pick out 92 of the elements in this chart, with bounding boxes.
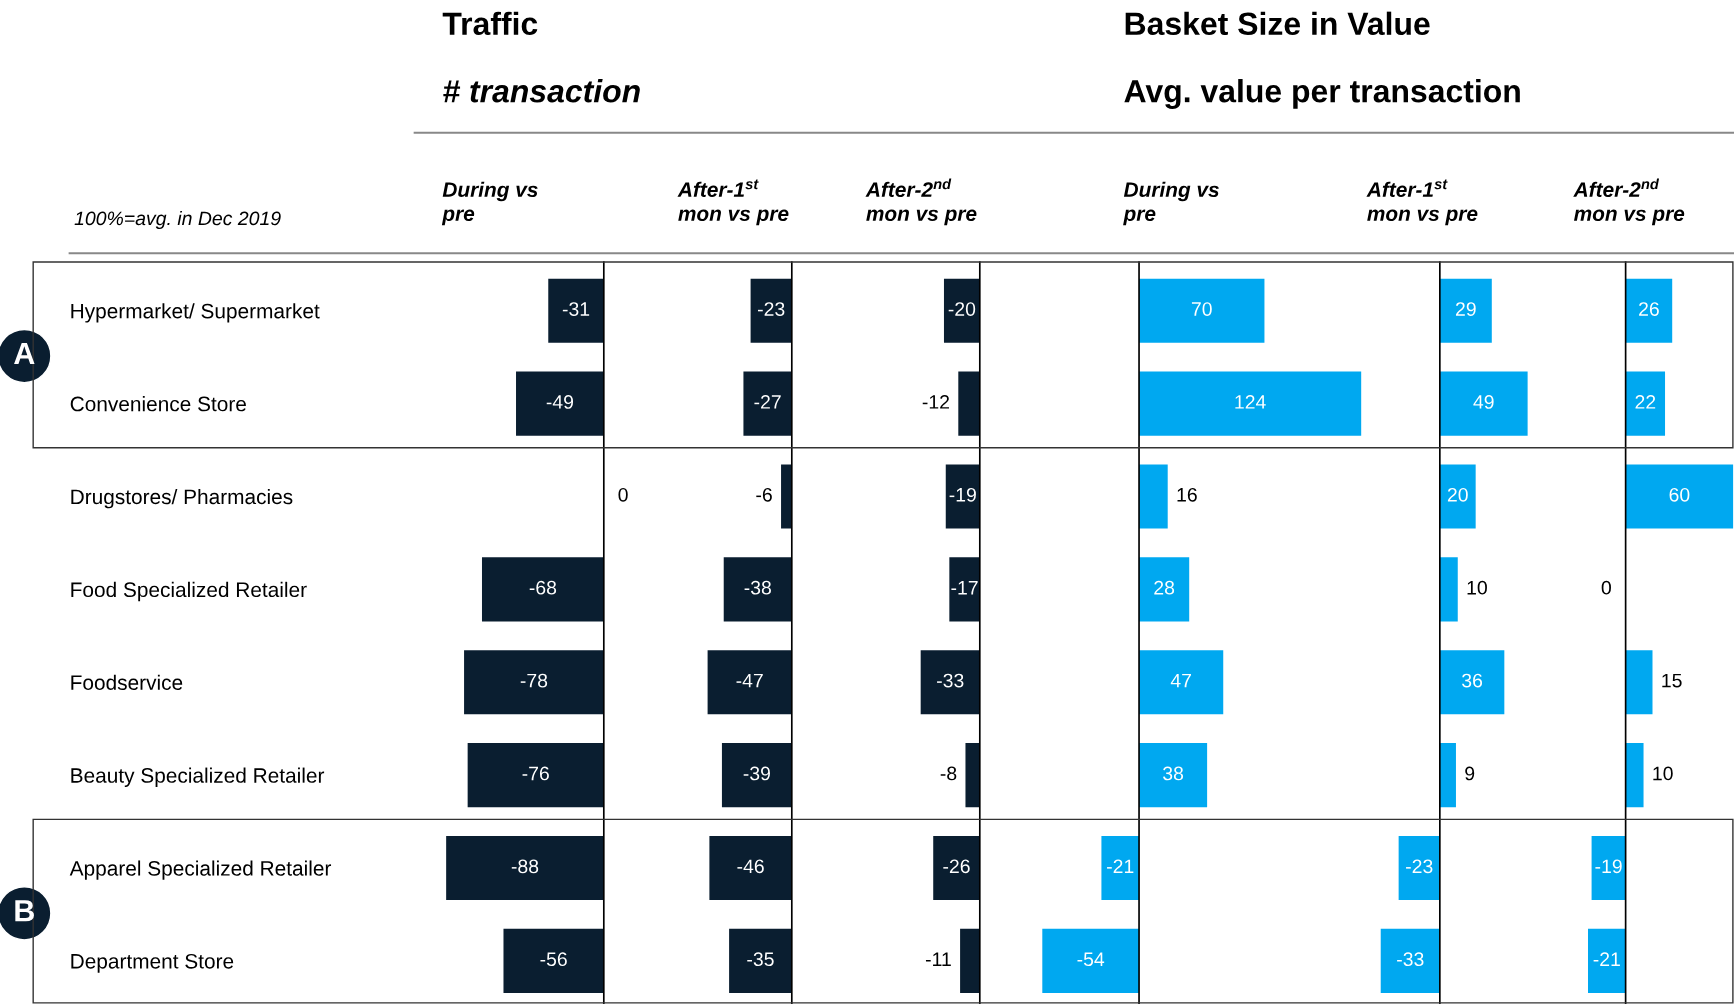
x-axis-title: During vs pre [1123,181,1219,226]
data-label: -11 [925,952,951,966]
bar [1139,371,1362,436]
data-label: -23 [758,302,785,316]
data-label: 49 [1473,395,1494,409]
text: B [15,900,34,922]
data-label: -46 [737,859,764,874]
data-label: 70 [1191,302,1212,316]
data-label: -20 [948,302,976,316]
data-label: -76 [522,766,549,781]
data-label: -39 [743,766,770,781]
data-label: 124 [1235,395,1266,409]
data-label: -6 [756,487,772,502]
text: After-2$^{nd}$ mon vs pre [865,178,977,226]
bar [1139,743,1208,808]
bar [1439,557,1458,622]
data-label: -35 [747,952,774,967]
data-label: 0 [1601,580,1611,595]
data-label: -17 [951,581,978,595]
data-label: -33 [937,673,964,688]
data-label: -78 [520,673,548,688]
bar [1139,650,1224,715]
y-tick-label: Beauty Specialized Retailer [71,767,325,787]
bar [1625,464,1734,529]
chart-subtitle: # transaction [443,79,640,103]
data-label: -21 [1593,952,1620,966]
data-label: 9 [1465,766,1475,781]
data-label: -38 [744,580,771,595]
y-tick-label: Convenience Store [70,396,246,412]
data-label: -8 [940,766,957,781]
bar [1139,557,1190,622]
data-label: 15 [1662,673,1682,688]
bar [1625,743,1644,808]
data-label: -47 [736,673,763,688]
bar [1439,743,1456,808]
chart-title: Traffic [442,11,538,36]
data-label: -56 [540,952,567,967]
data-label: 0 [618,487,628,502]
data-label: 16 [1177,487,1197,502]
data-label: -31 [562,302,590,316]
data-label: 22 [1635,395,1656,409]
data-label: -49 [546,395,574,409]
chart-title: Basket Size in Value [1125,11,1430,36]
bar [1380,928,1440,993]
data-label: -33 [1397,952,1424,967]
data-label: -54 [1077,952,1105,967]
bar [1439,464,1476,529]
bar [1101,835,1140,901]
y-tick-label: Drugstores/ Pharmacies [71,488,293,509]
data-label: 10 [1653,766,1673,781]
bar [1398,835,1440,901]
x-axis-title: During vs pre [441,181,538,226]
text: After-1$^{st}$ mon vs pre [677,179,789,226]
text: After-2$^{nd}$ mon vs pre [1573,178,1685,226]
bar [1439,650,1505,715]
data-label: 60 [1669,487,1690,502]
data-label: -68 [529,580,557,595]
chart-subtitle: Avg. value per transaction [1124,79,1520,109]
data-label: 29 [1455,302,1476,316]
text: After-1$^{st}$ mon vs pre [1366,179,1478,226]
data-label: 36 [1462,673,1483,688]
bar [1588,928,1626,993]
data-label: 10 [1467,580,1487,595]
data-label: 28 [1154,580,1175,595]
bar [1625,278,1673,343]
data-label: 38 [1163,766,1184,781]
data-label: -23 [1406,859,1433,874]
data-label: -19 [1595,859,1622,874]
data-label: -21 [1107,859,1134,874]
data-label: -88 [511,859,539,874]
text: A [14,342,35,364]
data-label: 20 [1447,487,1468,502]
y-tick-label: Food Specialized Retailer [71,581,307,602]
y-tick-label: Department Store [71,953,234,973]
bar [1139,464,1168,529]
bar [1625,650,1653,715]
bar [1042,928,1140,993]
data-label: -27 [754,395,781,409]
y-tick-label: Foodservice [71,674,183,690]
data-label: -12 [922,395,949,409]
data-label: -26 [943,859,970,874]
y-tick-label: Hypermarket/ Supermarket [71,303,320,323]
data-label: -19 [949,487,976,502]
bar [1439,371,1528,436]
y-tick-label: Apparel Specialized Retailer [69,860,332,880]
bar [1625,371,1666,436]
data-label: 47 [1170,673,1191,688]
data-label: 26 [1639,302,1659,316]
bar [1591,835,1626,901]
bar [1139,278,1265,343]
text: 100%=avg. in Dec 2019 [74,210,281,230]
bar [1439,278,1492,343]
